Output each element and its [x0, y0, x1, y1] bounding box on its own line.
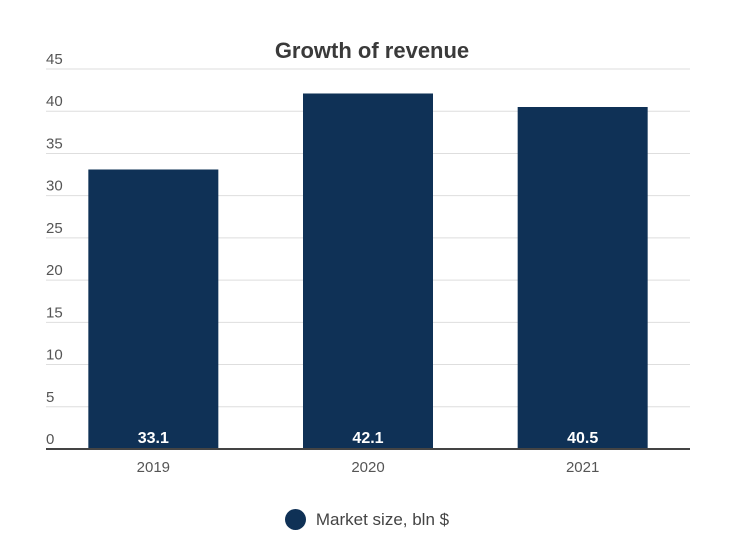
data-label: 42.1 — [352, 430, 383, 447]
plot-area: 0 5 10 15 20 25 30 35 40 45 33.1 2019 42.1 2020 40.5 20… — [46, 51, 690, 476]
legend: Market size, bln $ — [0, 509, 734, 530]
bar — [303, 93, 433, 449]
legend-label: Market size, bln $ — [315, 509, 450, 529]
y-tick-label: 45 — [46, 51, 63, 68]
data-label: 33.1 — [138, 430, 169, 447]
y-tick-label: 25 — [46, 220, 63, 237]
y-tick-label: 35 — [46, 135, 63, 152]
y-tick-label: 20 — [46, 262, 63, 279]
y-tick-label: 0 — [46, 431, 54, 448]
bar — [517, 107, 648, 449]
y-tick-label: 5 — [46, 389, 54, 406]
y-tick-label: 10 — [46, 347, 63, 364]
data-label: 40.5 — [567, 430, 598, 447]
x-tick-label: 2019 — [137, 459, 170, 476]
bar — [88, 169, 219, 449]
y-tick-label: 15 — [46, 304, 63, 321]
x-tick-label: 2021 — [566, 459, 599, 476]
y-tick-label: 30 — [46, 178, 63, 195]
x-tick-label: 2020 — [351, 459, 384, 476]
chart-title: Growth of revenue — [274, 38, 470, 63]
legend-swatch — [284, 509, 306, 530]
y-tick-label: 40 — [46, 93, 63, 110]
